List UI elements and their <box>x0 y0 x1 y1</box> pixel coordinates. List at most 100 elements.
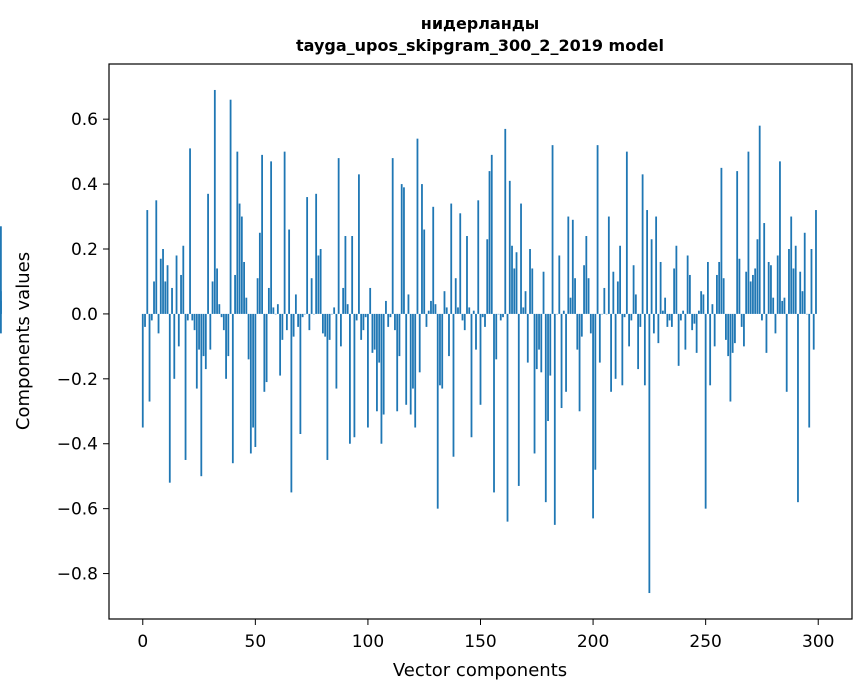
bar <box>245 297 248 314</box>
bar <box>441 313 444 389</box>
bar <box>580 313 583 337</box>
x-tick-label: 300 <box>802 632 834 652</box>
bar <box>452 313 455 457</box>
bar <box>421 184 423 314</box>
bar <box>598 313 601 363</box>
y-tick-label: −0.8 <box>57 565 98 585</box>
bar <box>450 203 453 314</box>
bar <box>488 171 491 314</box>
bar <box>324 313 327 337</box>
bar <box>238 203 241 314</box>
bar <box>166 265 169 314</box>
bar <box>342 287 345 314</box>
bar <box>565 313 567 392</box>
bar <box>308 313 311 331</box>
bar <box>432 206 435 314</box>
bar <box>427 310 430 314</box>
bar <box>520 203 522 314</box>
bar <box>637 313 640 370</box>
bar <box>596 145 599 314</box>
bar <box>533 313 536 454</box>
bar <box>578 313 581 412</box>
bar <box>502 313 504 318</box>
bar <box>738 258 741 314</box>
bar <box>333 307 336 314</box>
bar <box>247 313 250 360</box>
bar <box>661 310 664 314</box>
bar <box>463 313 466 331</box>
bar <box>639 313 642 327</box>
y-axis-label: Components values <box>13 252 34 430</box>
bar <box>713 313 716 347</box>
bar <box>758 125 761 314</box>
bar <box>249 313 252 454</box>
bar <box>526 313 529 363</box>
bar <box>195 313 198 389</box>
bar <box>409 313 412 415</box>
bars-group <box>0 89 817 594</box>
bar <box>457 307 459 314</box>
bar <box>504 128 507 314</box>
bar <box>243 261 245 314</box>
bar <box>340 313 342 347</box>
bar <box>412 313 414 389</box>
bar <box>493 313 495 493</box>
bar <box>319 249 322 314</box>
bar <box>360 313 363 340</box>
bar <box>367 313 369 428</box>
bar <box>418 313 421 373</box>
bar <box>815 210 817 314</box>
bar <box>175 255 178 314</box>
bar <box>328 313 331 340</box>
bar <box>567 216 570 314</box>
bar <box>691 313 694 331</box>
bar <box>180 274 182 314</box>
bar <box>209 313 212 350</box>
bar <box>461 313 464 321</box>
bar <box>794 245 797 314</box>
bar <box>569 297 572 314</box>
bar <box>677 313 680 366</box>
bar <box>682 310 685 314</box>
bar <box>290 313 293 493</box>
bar <box>256 278 259 314</box>
bar <box>603 287 606 314</box>
bar <box>141 313 144 428</box>
bar <box>592 313 594 519</box>
bar <box>220 313 223 318</box>
x-tick-label: 150 <box>464 632 496 652</box>
bar <box>0 226 2 314</box>
bar <box>484 313 486 327</box>
bar <box>236 151 239 314</box>
bar <box>621 313 624 386</box>
bar <box>743 313 745 347</box>
bar <box>551 145 554 314</box>
bar <box>655 216 658 314</box>
bar <box>779 161 781 314</box>
bar <box>799 271 802 314</box>
bar <box>673 268 676 314</box>
bar <box>472 310 475 314</box>
bar <box>767 261 770 314</box>
bar <box>362 313 365 331</box>
bar <box>364 313 367 318</box>
bar <box>585 236 588 314</box>
bar <box>734 313 736 344</box>
bar <box>283 151 286 314</box>
bar <box>204 313 207 370</box>
y-tick-label: 0.2 <box>71 240 98 260</box>
bar <box>515 252 518 314</box>
bar <box>698 310 700 314</box>
bar <box>380 313 383 444</box>
bar <box>792 268 795 314</box>
bar <box>445 307 448 314</box>
bar <box>720 167 723 314</box>
x-tick-label: 100 <box>352 632 384 652</box>
bar <box>475 313 477 350</box>
bar <box>646 210 649 314</box>
bar <box>162 249 164 314</box>
bar <box>619 245 621 314</box>
bar <box>571 219 574 314</box>
y-tick-label: 0.0 <box>71 305 98 325</box>
bar <box>240 216 243 314</box>
